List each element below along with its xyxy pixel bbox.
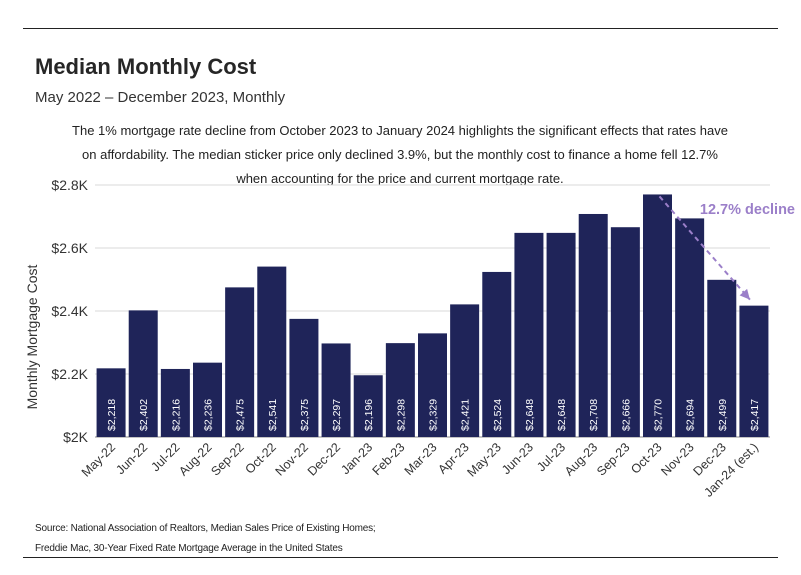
annotation-line-2: on affordability. The median sticker pri… (82, 147, 718, 162)
x-tick-label: Sep-23 (594, 440, 632, 478)
bar (482, 271, 512, 437)
bar (160, 368, 190, 437)
bar-value-label: $2,236 (203, 399, 215, 431)
annotation-line-1: The 1% mortgage rate decline from Octobe… (72, 123, 728, 138)
decline-callout-label: 12.7% decline (700, 202, 795, 218)
x-tick-label: Oct-23 (628, 440, 664, 476)
bar-value-label: $2,402 (138, 399, 150, 431)
bar-value-label: $2,375 (299, 399, 311, 431)
bar-value-label: $2,694 (685, 399, 697, 431)
bar (514, 232, 544, 437)
x-tick-label: Sep-22 (208, 440, 246, 478)
source-line-1: Source: National Association of Realtors… (35, 523, 376, 534)
bar-value-label: $2,541 (267, 399, 279, 431)
annotation-line-3: when accounting for the price and curren… (236, 171, 564, 186)
x-tick-label: Aug-23 (562, 440, 600, 478)
bar (289, 318, 319, 437)
x-tick-label: May-23 (465, 440, 504, 479)
x-tick-label: Feb-23 (370, 440, 408, 478)
bottom-rule (23, 557, 778, 558)
bar (321, 343, 351, 437)
bar (610, 227, 640, 437)
bar-value-label: $2,329 (428, 399, 440, 431)
bar (546, 232, 576, 437)
chart-title: Median Monthly Cost (35, 54, 257, 79)
bar-value-label: $2,475 (235, 399, 247, 431)
bar-value-label: $2,499 (717, 399, 729, 431)
bar-value-label: $2,708 (588, 399, 600, 431)
x-tick-label: Aug-22 (176, 440, 214, 478)
bar (225, 287, 255, 437)
bar-value-label: $2,298 (395, 399, 407, 431)
bar (193, 362, 222, 437)
bar-value-label: $2,297 (331, 399, 343, 431)
bar (707, 279, 737, 437)
y-axis-label: Monthly Mortgage Cost (24, 265, 40, 410)
bar (578, 213, 608, 437)
y-tick-label: $2.2K (51, 366, 88, 382)
chart-subtitle: May 2022 – December 2023, Monthly (35, 89, 286, 106)
x-tick-label: Jan-23 (338, 440, 375, 477)
bar-value-label: $2,666 (620, 399, 632, 431)
bar-value-label: $2,218 (106, 399, 118, 431)
bar-value-label: $2,196 (363, 399, 375, 431)
bar-value-label: $2,648 (524, 399, 536, 431)
bar (418, 333, 447, 437)
bar-value-label: $2,421 (460, 399, 472, 431)
chart-annotation: The 1% mortgage rate decline from Octobe… (60, 119, 740, 191)
decline-arrow-line (658, 195, 751, 301)
y-tick-label: $2.6K (51, 240, 88, 256)
top-rule (23, 28, 778, 29)
x-tick-label: Jun-22 (113, 440, 150, 477)
bar (739, 305, 769, 437)
bar (675, 218, 705, 437)
bar (96, 368, 126, 437)
x-tick-label: Nov-23 (658, 440, 696, 478)
x-tick-label: Jun-23 (499, 440, 536, 477)
bar (385, 343, 415, 437)
x-tick-label: Nov-22 (273, 440, 311, 478)
bar (128, 310, 158, 437)
y-tick-label: $2K (63, 429, 89, 445)
bar (643, 194, 672, 437)
decline-arrow-head (739, 288, 750, 300)
bar (450, 304, 480, 437)
bar-value-label: $2,648 (556, 399, 568, 431)
bar (257, 266, 287, 437)
bar-value-label: $2,216 (170, 399, 182, 431)
bar (353, 375, 383, 437)
source-line-2: Freddie Mac, 30-Year Fixed Rate Mortgage… (35, 543, 343, 554)
x-tick-label: Oct-22 (242, 440, 278, 476)
y-tick-label: $2.4K (51, 303, 88, 319)
x-tick-label: Mar-23 (402, 440, 440, 478)
bar-value-label: $2,770 (653, 399, 665, 431)
x-tick-label: May-22 (79, 440, 118, 479)
y-tick-label: $2.8K (51, 177, 88, 193)
x-tick-label: Dec-22 (305, 440, 343, 478)
bar-value-label: $2,417 (749, 399, 761, 431)
bar-value-label: $2,524 (492, 399, 504, 431)
